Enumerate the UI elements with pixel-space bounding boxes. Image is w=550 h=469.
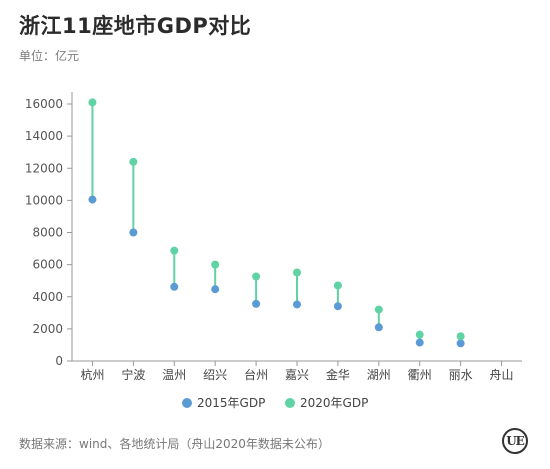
y-tick-label: 6000 <box>32 258 63 272</box>
y-tick-label: 4000 <box>32 290 63 304</box>
x-category-label: 绍兴 <box>203 368 227 382</box>
unit-label: 单位：亿元 <box>19 49 80 63</box>
point-2015 <box>415 338 424 347</box>
point-2020 <box>252 272 261 281</box>
y-tick-label: 14000 <box>25 129 63 143</box>
point-2020 <box>374 305 383 314</box>
point-2015 <box>88 195 97 204</box>
point-2015 <box>456 339 465 348</box>
brand-logo: UE <box>502 428 528 454</box>
legend-label-2020: 2020年GDP <box>300 396 368 410</box>
x-category-label: 湖州 <box>367 367 391 382</box>
point-2020 <box>415 330 424 339</box>
x-category-label: 衢州 <box>408 368 432 382</box>
x-category-label: 宁波 <box>121 367 145 382</box>
y-axis: 0 2000 4000 6000 8000 10000 12000 14000 16000 <box>25 92 73 368</box>
data-points <box>88 98 465 348</box>
x-category-label: 舟山 <box>490 368 514 382</box>
y-tick-label: 8000 <box>32 226 63 240</box>
point-2020 <box>211 260 220 269</box>
point-2015 <box>293 300 301 309</box>
point-2020 <box>88 98 97 107</box>
point-2015 <box>211 285 220 294</box>
x-category-label: 嘉兴 <box>285 368 309 382</box>
point-2020 <box>456 332 465 341</box>
point-2020 <box>129 157 138 166</box>
y-tick-label: 2000 <box>32 322 63 336</box>
y-tick-label: 16000 <box>25 97 63 111</box>
x-category-label: 金华 <box>326 367 350 382</box>
point-2020 <box>293 268 301 277</box>
legend: 2015年GDP 2020年GDP <box>182 396 368 410</box>
x-category-label: 温州 <box>162 368 186 382</box>
source-note: 数据来源：wind、各地统计局（舟山2020年数据未公布） <box>19 437 330 451</box>
point-2020 <box>333 281 342 290</box>
x-category-label: 丽水 <box>449 368 473 382</box>
legend-marker-2015 <box>182 398 192 408</box>
x-category-label: 杭州 <box>80 367 104 382</box>
point-2015 <box>129 228 138 237</box>
point-2015 <box>252 299 261 308</box>
y-tick-label: 12000 <box>25 161 63 175</box>
point-2015 <box>374 323 383 332</box>
point-2015 <box>170 282 179 291</box>
point-2015 <box>333 302 342 311</box>
legend-marker-2020 <box>285 398 295 408</box>
y-tick-label: 10000 <box>25 193 63 207</box>
y-tick-label: 0 <box>55 354 63 368</box>
connectors <box>91 102 462 344</box>
chart-title: 浙江11座地市GDP对比 <box>19 14 252 38</box>
legend-label-2015: 2015年GDP <box>197 396 265 410</box>
x-axis: 杭州 宁波 温州 绍兴 台州 嘉兴 金华 湖州 衢州 丽水 舟山 <box>72 360 522 382</box>
x-category-label: 台州 <box>244 367 268 382</box>
point-2020 <box>170 246 179 255</box>
